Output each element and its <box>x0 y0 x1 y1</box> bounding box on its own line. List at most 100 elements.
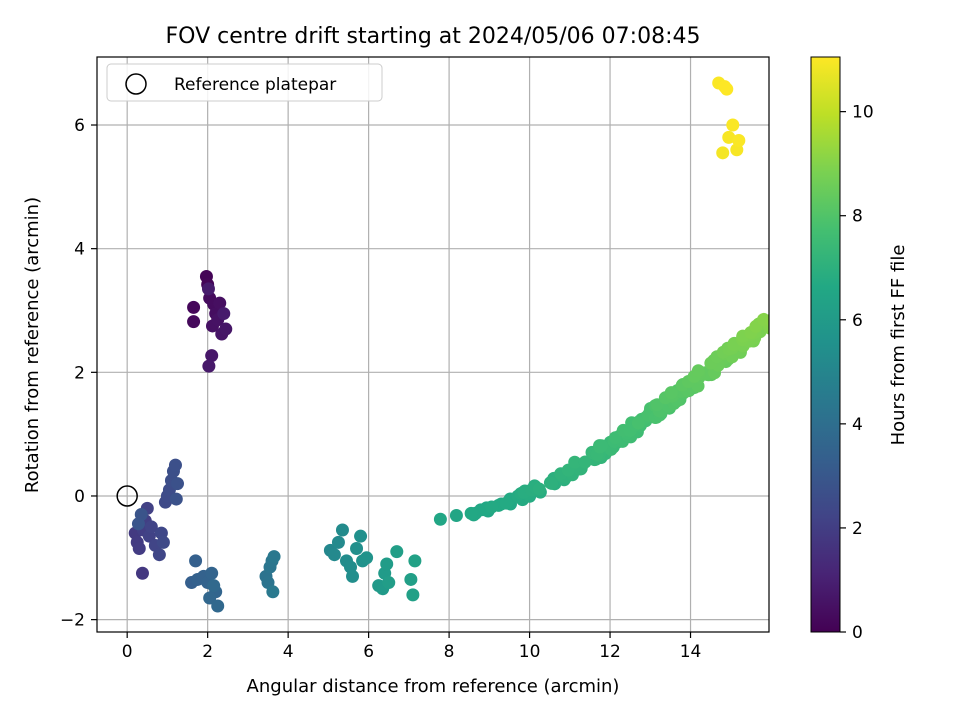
data-point <box>893 218 906 231</box>
x-tick-label: 14 <box>680 642 702 662</box>
data-point <box>631 416 645 430</box>
data-point <box>876 226 889 239</box>
data-point <box>135 566 149 580</box>
data-point <box>201 282 215 296</box>
data-point <box>408 554 422 568</box>
data-point <box>869 236 882 249</box>
data-point <box>189 554 203 568</box>
data-point <box>219 322 233 336</box>
colorbar-tick-label: 10 <box>852 103 874 123</box>
data-point <box>875 232 888 245</box>
data-point <box>870 235 883 248</box>
data-point <box>910 197 923 210</box>
data-point <box>919 193 932 206</box>
data-point <box>839 251 852 264</box>
data-point <box>780 308 793 321</box>
data-point <box>844 245 857 258</box>
data-point <box>934 185 947 198</box>
data-point <box>852 243 865 256</box>
legend-marker-icon <box>125 73 147 95</box>
data-point <box>449 509 463 523</box>
data-point <box>205 349 219 363</box>
data-point <box>927 188 940 201</box>
data-point <box>726 118 740 132</box>
data-point <box>786 302 799 315</box>
axes-frame <box>96 56 770 633</box>
data-point <box>855 241 868 254</box>
data-point <box>853 247 866 260</box>
data-point <box>203 591 217 605</box>
grid <box>97 57 769 632</box>
data-point <box>898 216 911 229</box>
data-point <box>783 300 796 313</box>
data-point <box>798 288 811 301</box>
data-point <box>887 219 900 232</box>
data-point <box>331 535 345 549</box>
data-point <box>350 542 364 556</box>
data-point <box>930 195 943 208</box>
data-point <box>936 178 949 191</box>
reference-marker <box>116 485 138 507</box>
data-point <box>914 195 927 208</box>
data-point <box>948 181 960 194</box>
data-point <box>892 216 905 229</box>
data-point <box>787 300 800 313</box>
data-point <box>850 254 863 267</box>
data-point <box>875 234 888 247</box>
data-point <box>354 529 368 543</box>
data-point <box>883 227 896 240</box>
data-point <box>796 284 809 297</box>
x-tick-label: 2 <box>202 642 213 662</box>
data-point <box>720 82 734 96</box>
colorbar-tick-label: 8 <box>852 207 863 227</box>
data-point <box>144 520 158 534</box>
data-point <box>913 198 926 211</box>
data-point <box>781 296 794 309</box>
data-point <box>664 386 678 400</box>
colorbar-tick-label: 4 <box>852 415 863 435</box>
data-point <box>889 221 902 234</box>
data-point <box>722 130 736 144</box>
data-point <box>797 287 810 300</box>
data-point <box>930 192 943 205</box>
data-point <box>205 566 219 580</box>
data-point <box>211 599 225 613</box>
data-point <box>878 222 891 235</box>
y-tick-label: 2 <box>74 363 85 383</box>
data-point <box>848 254 861 267</box>
data-point <box>950 178 960 191</box>
data-point <box>948 179 960 192</box>
x-tick-label: 6 <box>363 642 374 662</box>
data-point <box>900 211 913 224</box>
data-point <box>955 173 960 186</box>
data-point <box>532 482 546 496</box>
data-point <box>901 213 914 226</box>
data-point <box>765 314 769 327</box>
data-point <box>942 176 955 189</box>
data-point <box>867 242 880 255</box>
data-point <box>859 239 872 252</box>
data-point <box>217 307 231 321</box>
y-tick-label: 6 <box>74 116 85 136</box>
data-point <box>941 174 954 187</box>
data-point <box>934 182 947 195</box>
data-point <box>944 179 957 192</box>
data-point <box>847 255 860 268</box>
data-point <box>859 240 872 253</box>
data-point <box>874 227 887 240</box>
data-point <box>335 523 349 537</box>
data-point <box>900 209 913 222</box>
data-point <box>846 256 859 269</box>
data-point <box>891 220 904 233</box>
data-point <box>779 308 792 321</box>
data-point <box>873 223 886 236</box>
legend-box <box>106 63 383 102</box>
data-point <box>771 313 784 326</box>
data-point <box>767 313 769 322</box>
data-point <box>798 284 811 297</box>
data-point <box>578 455 592 469</box>
chart-title: FOV centre drift starting at 2024/05/06 … <box>166 24 701 49</box>
data-points <box>128 76 960 613</box>
data-point <box>433 512 447 526</box>
data-point <box>905 200 918 213</box>
